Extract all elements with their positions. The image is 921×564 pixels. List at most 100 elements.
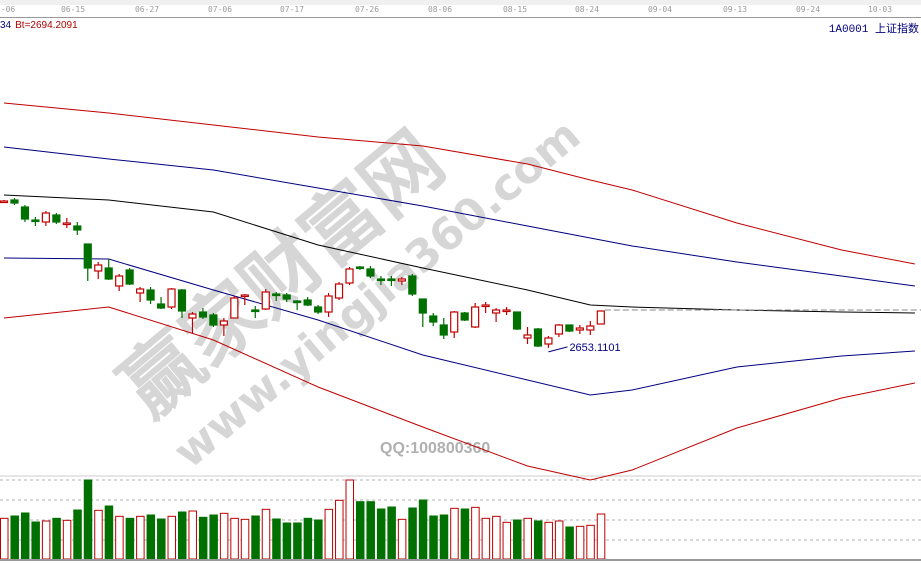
candle-body <box>209 314 218 326</box>
volume-bar <box>324 508 334 560</box>
candle-body <box>471 306 480 328</box>
date-tick-label: 07-26 <box>354 5 380 14</box>
candle-body <box>450 311 459 333</box>
volume-bar <box>355 501 365 560</box>
candle-body <box>565 324 574 332</box>
candle <box>544 336 553 348</box>
date-tick-label: 08-24 <box>574 5 600 14</box>
candle <box>251 306 260 318</box>
candle-body <box>41 212 50 223</box>
volume-bar <box>460 508 470 560</box>
volume-bar <box>188 510 197 560</box>
candle <box>397 277 406 285</box>
volume-bar <box>471 506 480 560</box>
candle-body <box>177 289 187 312</box>
candle-body <box>0 200 9 204</box>
volume-bar <box>94 509 103 560</box>
candle <box>575 325 584 334</box>
candle <box>554 324 564 337</box>
candle <box>94 262 103 279</box>
candle <box>10 198 19 205</box>
volume-bar <box>261 508 271 560</box>
candle <box>439 318 448 339</box>
candle <box>240 294 249 305</box>
date-tick-label: 09-13 <box>722 5 748 14</box>
indicator-readout: 34 Bt=2694.2091 <box>0 20 78 31</box>
volume-bar <box>439 514 449 560</box>
symbol-code: 1A0001 <box>828 24 869 36</box>
date-tick-label: 08-15 <box>502 5 528 14</box>
candle <box>293 300 302 310</box>
candle-body <box>188 313 197 319</box>
candle-body <box>554 324 564 335</box>
volume-bar <box>52 517 61 560</box>
candle-body <box>240 294 249 298</box>
candle <box>334 282 344 300</box>
candle-body <box>366 268 375 277</box>
candle <box>219 318 228 336</box>
candle-body <box>512 311 522 330</box>
candle <box>418 298 427 327</box>
volume-bar <box>586 524 595 560</box>
band-line-lower-outer <box>3 306 916 481</box>
candle-body <box>481 304 490 308</box>
candle <box>282 293 291 302</box>
candle <box>73 222 82 235</box>
candle-body <box>439 324 448 336</box>
volume-bar <box>115 515 124 560</box>
candle <box>408 274 417 296</box>
candle-body <box>115 275 124 287</box>
volume-bar <box>544 521 553 560</box>
symbol-label: 1A0001 上证指数 <box>829 20 919 36</box>
volume-bar <box>41 520 51 560</box>
symbol-name: 上证指数 <box>875 24 919 36</box>
candle-body <box>261 291 270 310</box>
date-tick-label: 07-17 <box>279 5 305 14</box>
candle <box>596 310 605 325</box>
candle-body <box>502 309 511 313</box>
candle <box>387 276 396 286</box>
date-tick-label: 07-06 <box>207 5 233 14</box>
candle <box>586 321 595 335</box>
candle <box>565 324 574 332</box>
candle-body <box>586 325 595 331</box>
candle-body <box>272 293 281 297</box>
candle-body <box>251 309 260 313</box>
candle-body <box>460 312 469 321</box>
volume-bar <box>62 519 72 560</box>
volume-bar <box>429 515 438 560</box>
candle <box>502 307 511 315</box>
candle-body <box>156 303 166 309</box>
volume-bar <box>198 516 208 560</box>
candle-body <box>544 337 553 345</box>
volume-bar <box>104 505 114 560</box>
candle <box>512 311 522 330</box>
volume-bar <box>596 513 606 560</box>
candle-body <box>491 309 501 314</box>
candle-body <box>230 297 239 319</box>
candle <box>376 276 386 285</box>
candle <box>41 211 50 226</box>
volume-bar <box>20 512 30 560</box>
date-tick-label: 08-06 <box>427 5 453 14</box>
volume-bar <box>408 507 417 560</box>
candle-body <box>303 299 312 306</box>
candle-body <box>136 288 145 294</box>
volume-bar <box>481 517 491 560</box>
volume-bar <box>31 521 40 560</box>
volume-bar <box>554 520 564 560</box>
candle-body <box>167 288 176 308</box>
candle <box>177 289 187 318</box>
date-tick-label: 06-15 <box>60 5 86 14</box>
low-annotation: 2653.1101 <box>569 342 620 354</box>
volume-bar <box>157 518 166 560</box>
volume-bar <box>230 517 239 560</box>
volume-bar <box>83 479 93 560</box>
candle-body <box>146 289 155 301</box>
candle-body <box>596 310 605 325</box>
volume-bar <box>219 512 229 560</box>
date-tick-label: -06 <box>0 5 16 14</box>
volume-bar <box>251 515 260 560</box>
candle-body <box>334 283 344 299</box>
